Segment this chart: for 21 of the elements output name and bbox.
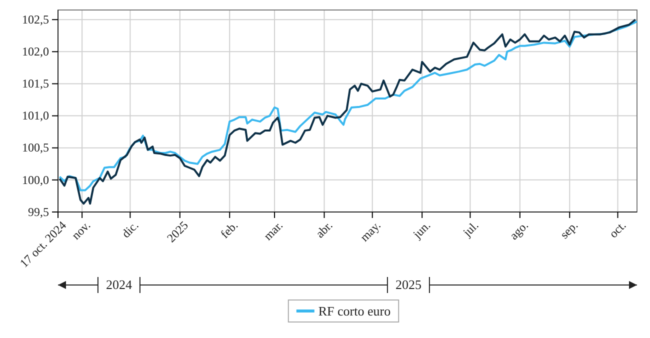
y-tick-label: 102,0 <box>22 44 49 59</box>
x-tick-label: jul. <box>460 218 482 240</box>
x-tick-label: sep. <box>557 218 581 242</box>
x-tick-label: ago. <box>506 218 531 242</box>
x-tick-label: mar. <box>260 218 286 243</box>
legend-label: RF corto euro <box>318 304 391 318</box>
y-tick-label: 101,0 <box>22 108 49 123</box>
x-tick-label: jun. <box>410 218 434 242</box>
y-tick-label: 100,0 <box>22 172 49 187</box>
text: 2024 <box>106 277 132 292</box>
y-tick-label: 100,5 <box>22 140 49 155</box>
x-tick-label: abr. <box>312 218 336 241</box>
x-tick-label: oct. <box>606 218 629 241</box>
x-tick-label: may. <box>357 218 384 244</box>
y-tick-label: 102,5 <box>22 12 49 26</box>
x-tick-label: nov. <box>68 218 94 242</box>
x-tick-label: feb. <box>218 218 241 242</box>
text: 2025 <box>395 277 422 292</box>
x-tick-label: dic. <box>118 218 142 241</box>
y-tick-label: 101,5 <box>22 76 49 91</box>
y-tick-label: 99,5 <box>28 204 49 219</box>
